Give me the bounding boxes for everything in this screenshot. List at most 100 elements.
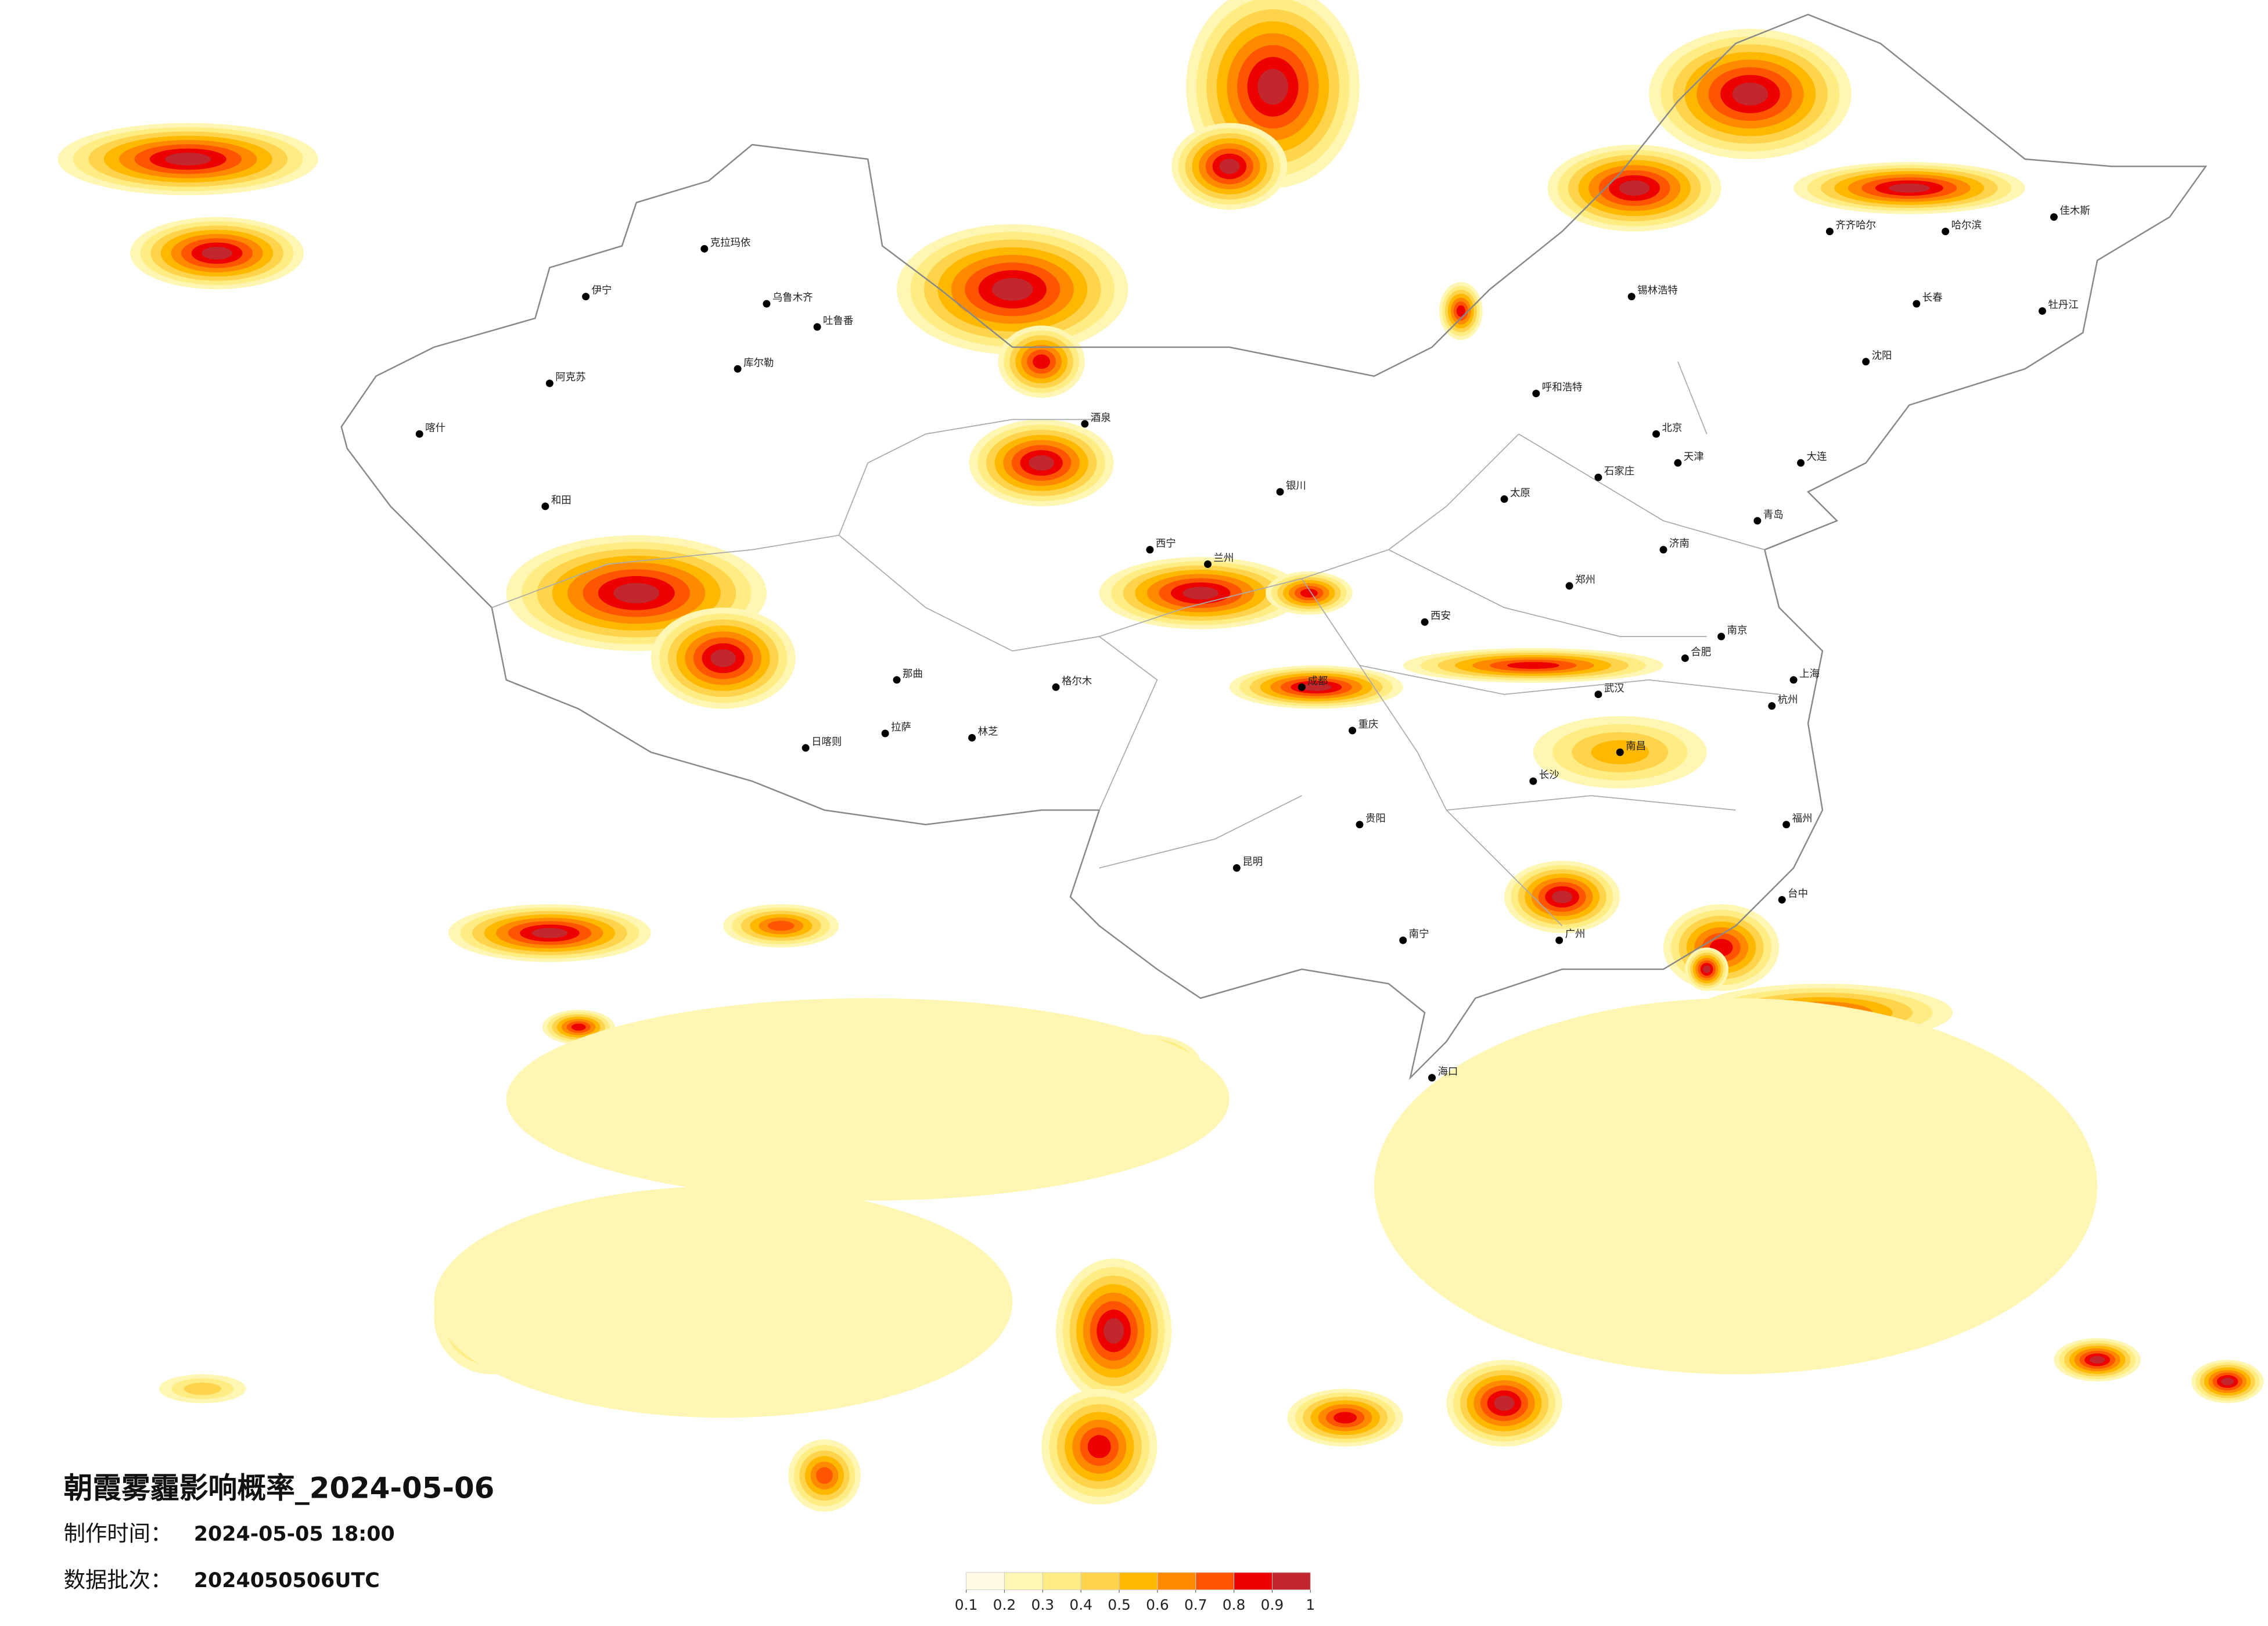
- legend-tick-label: 0.1: [955, 1596, 978, 1613]
- legend-swatch: [1080, 1572, 1120, 1591]
- city-label: 昆明: [1242, 857, 1263, 868]
- city-label: 北京: [1662, 422, 1683, 434]
- city-marker: [1428, 1074, 1436, 1082]
- city-label: 武汉: [1604, 683, 1624, 695]
- city-marker: [1297, 683, 1306, 691]
- city-label: 佳木斯: [2059, 206, 2090, 217]
- legend-swatch: [1042, 1572, 1081, 1591]
- city-marker: [1594, 690, 1602, 699]
- city-label: 喀什: [425, 422, 445, 434]
- probability-area: [202, 246, 232, 260]
- city-marker: [881, 729, 889, 738]
- city-marker: [1825, 228, 1834, 236]
- city-label: 福州: [1792, 813, 1813, 825]
- legend-tick-label: 0.3: [1031, 1596, 1055, 1613]
- probability-area: [1219, 159, 1240, 174]
- city-label: 长沙: [1539, 769, 1559, 781]
- city-marker: [700, 244, 709, 253]
- city-marker: [734, 365, 742, 373]
- city-marker: [1616, 748, 1624, 756]
- probability-area: [1507, 661, 1559, 669]
- city-label: 西安: [1430, 610, 1451, 622]
- map-title: 朝霞雾霾影响概率_2024-05-06: [64, 1471, 495, 1505]
- probability-area: [1703, 965, 1711, 973]
- city-label: 牡丹江: [2048, 300, 2078, 311]
- city-label: 海口: [1437, 1066, 1458, 1078]
- city-marker: [1399, 936, 1407, 944]
- probability-area: [1334, 1412, 1357, 1424]
- legend-swatch: [1119, 1572, 1158, 1591]
- city-marker: [415, 430, 423, 438]
- city-marker: [1349, 726, 1357, 735]
- city-label: 台中: [1788, 888, 1808, 900]
- city-label: 日喀则: [811, 736, 842, 748]
- city-label: 齐齐哈尔: [1835, 220, 1876, 232]
- city-marker: [1500, 495, 1508, 503]
- city-label: 南京: [1727, 625, 1748, 636]
- probability-area: [1104, 1318, 1124, 1344]
- city-label: 格尔木: [1062, 675, 1092, 687]
- city-marker: [1753, 517, 1762, 525]
- city-label: 南宁: [1409, 929, 1429, 940]
- city-label: 成都: [1307, 675, 1328, 687]
- city-marker: [1081, 420, 1089, 428]
- city-marker: [801, 744, 810, 752]
- probability-area: [1889, 183, 1930, 193]
- city-marker: [1565, 582, 1573, 590]
- legend-swatch: [1004, 1572, 1043, 1591]
- city-label: 贵阳: [1365, 813, 1386, 825]
- legend-tick-label: 0.5: [1108, 1596, 1131, 1613]
- legend: 0.1 0.2 0.3 0.4 0.5 0.6 0.7 0.8 0.9 1: [955, 1572, 1315, 1613]
- city-label: 合肥: [1691, 646, 1711, 658]
- city-label: 乌鲁木齐: [772, 292, 813, 304]
- city-label: 吐鲁番: [823, 315, 853, 327]
- probability-area: [710, 649, 736, 667]
- batch: 2024050506UTC: [194, 1569, 380, 1592]
- city-marker: [1146, 546, 1154, 554]
- city-marker: [1659, 546, 1667, 554]
- province-borders: [491, 361, 1780, 926]
- city-marker: [763, 300, 771, 308]
- legend-swatch: [1157, 1572, 1196, 1591]
- city-marker: [1778, 895, 1786, 904]
- city-label: 克拉玛依: [710, 238, 751, 249]
- probability-area: [613, 582, 660, 603]
- city-marker: [1913, 300, 1921, 308]
- city-label: 长春: [1922, 292, 1943, 304]
- legend-tick-label: 0.7: [1184, 1596, 1207, 1613]
- probability-area: [1552, 890, 1573, 904]
- city-marker: [1652, 430, 1660, 438]
- city-label: 拉萨: [891, 722, 911, 733]
- city-marker: [582, 293, 590, 301]
- batch-label: 数据批次：: [64, 1567, 172, 1592]
- city-label: 石家庄: [1604, 466, 1634, 477]
- probability-area: [165, 153, 211, 166]
- legend-tick-label: 0.6: [1146, 1596, 1169, 1613]
- probability-area: [1494, 1395, 1515, 1411]
- city-marker: [1674, 459, 1682, 467]
- probability-area: [1087, 1435, 1111, 1459]
- city-label: 天津: [1684, 451, 1704, 463]
- city-marker: [1862, 358, 1870, 366]
- city-label: 沈阳: [1872, 350, 1892, 362]
- probability-area: [1257, 69, 1288, 105]
- probability-area: [1182, 587, 1219, 600]
- city-label: 锡林浩特: [1637, 285, 1678, 297]
- city-marker: [1782, 821, 1791, 829]
- city-label: 济南: [1669, 538, 1690, 550]
- city-label: 大连: [1807, 451, 1827, 463]
- city-label: 哈尔滨: [1951, 220, 1982, 232]
- city-label: 南昌: [1626, 740, 1646, 752]
- city-marker: [1232, 864, 1241, 872]
- city-marker: [1594, 473, 1602, 481]
- probability-area: [434, 1186, 1013, 1418]
- city-label: 上海: [1799, 668, 1820, 680]
- legend-tick-label: 0.4: [1069, 1596, 1092, 1613]
- legend-tick-label: 0.8: [1223, 1596, 1246, 1613]
- probability-area: [1732, 82, 1769, 106]
- probability-area: [1300, 683, 1332, 691]
- city-marker: [1681, 654, 1689, 662]
- city-label: 杭州: [1778, 695, 1798, 706]
- probability-area: [992, 278, 1033, 301]
